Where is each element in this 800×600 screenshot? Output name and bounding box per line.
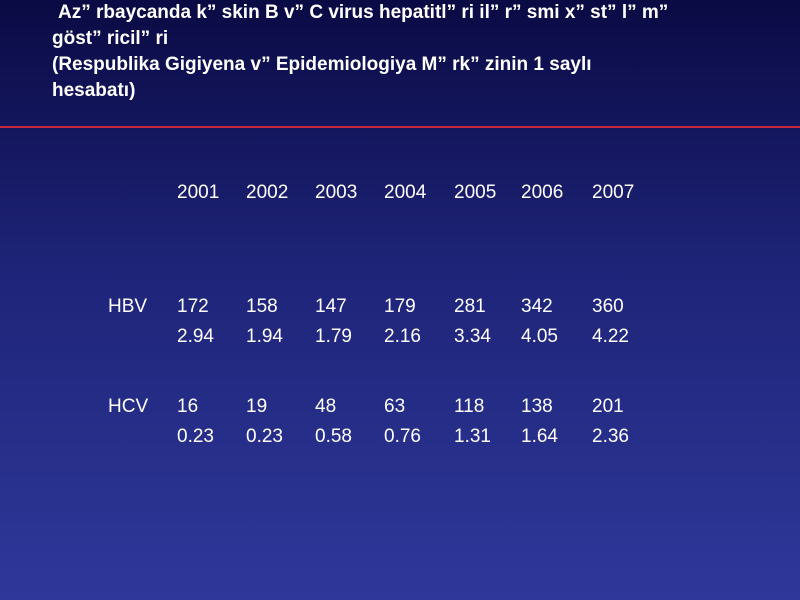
hcv-count-cell: 138	[521, 396, 553, 417]
hbv-rate-cell: 4.05	[521, 326, 558, 347]
hbv-rate-cell: 3.34	[454, 326, 491, 347]
title-divider	[0, 126, 800, 128]
hbv-rate-cell: 4.22	[592, 326, 629, 347]
year-header: 2007	[592, 182, 635, 203]
hcv-rate-cell: 0.23	[246, 426, 283, 447]
hbv-rate-cell: 1.79	[315, 326, 352, 347]
hbv-count-cell: 147	[315, 296, 347, 317]
hcv-rate-cell: 1.31	[454, 426, 491, 447]
hbv-count-cell: 281	[454, 296, 486, 317]
hcv-count-cell: 63	[384, 396, 406, 417]
year-header: 2006	[521, 182, 564, 203]
row-label-hbv: HBV	[108, 296, 148, 317]
year-header: 2002	[246, 182, 289, 203]
hcv-rate-cell: 0.23	[177, 426, 214, 447]
hbv-rate-cell: 1.94	[246, 326, 283, 347]
hcv-count-cell: 118	[454, 396, 485, 417]
hcv-count-cell: 16	[177, 396, 199, 417]
year-header: 2005	[454, 182, 497, 203]
slide-title-line-2: göst” ricil” ri	[52, 28, 169, 49]
year-header: 2003	[315, 182, 358, 203]
hcv-count-cell: 201	[592, 396, 624, 417]
hbv-count-cell: 360	[592, 296, 624, 317]
hbv-rate-cell: 2.94	[177, 326, 214, 347]
row-label-hcv: HCV	[108, 396, 149, 417]
hcv-count-cell: 19	[246, 396, 268, 417]
hcv-rate-cell: 0.58	[315, 426, 352, 447]
hbv-count-cell: 172	[177, 296, 209, 317]
slide-title: Az” rbaycanda k” skin B v” C virus hepat…	[52, 0, 782, 104]
hbv-rate-cell: 2.16	[384, 326, 421, 347]
hbv-count-cell: 342	[521, 296, 553, 317]
slide-title-line-3: (Respublika Gigiyena v” Epidemiologiya M…	[52, 54, 592, 75]
hcv-count-cell: 48	[315, 396, 337, 417]
hbv-count-cell: 158	[246, 296, 278, 317]
slide-title-line-4: hesabatı)	[52, 80, 136, 101]
hcv-rate-cell: 0.76	[384, 426, 421, 447]
year-header: 2004	[384, 182, 427, 203]
year-header: 2001	[177, 182, 220, 203]
hbv-count-cell: 179	[384, 296, 416, 317]
hcv-rate-cell: 1.64	[521, 426, 558, 447]
hcv-rate-cell: 2.36	[592, 426, 629, 447]
slide-title-line-1: Az” rbaycanda k” skin B v” C virus hepat…	[58, 2, 669, 23]
